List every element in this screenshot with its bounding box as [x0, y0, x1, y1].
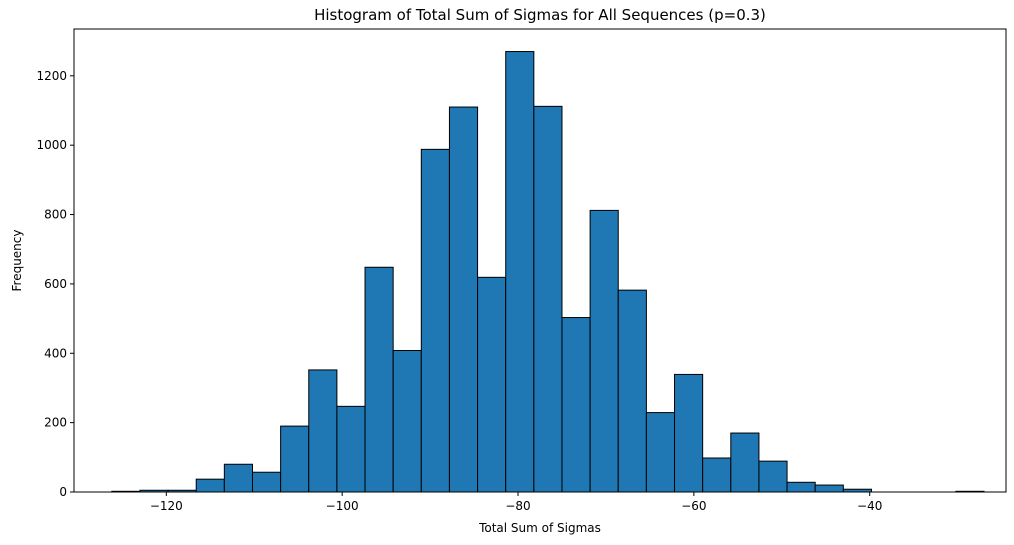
- histogram-bar: [392, 349, 422, 493]
- x-tick-label: −40: [857, 499, 882, 513]
- histogram-bar: [308, 369, 338, 493]
- y-tick-label: 1000: [36, 138, 67, 152]
- histogram-bar: [730, 432, 760, 493]
- y-axis-label: Frequency: [10, 230, 24, 292]
- histogram-bar: [645, 412, 676, 493]
- y-tick-label: 600: [44, 277, 67, 291]
- y-axis-ticks: 0 200 400 600 800 1000 1200: [36, 69, 74, 499]
- x-tick-label: −100: [326, 499, 359, 513]
- histogram-bar: [533, 105, 563, 493]
- histogram-bar: [702, 457, 732, 493]
- histogram-bar: [364, 266, 394, 493]
- histogram-bar: [786, 481, 816, 493]
- x-tick-label: −80: [505, 499, 530, 513]
- histogram-bar: [758, 460, 788, 493]
- y-tick-label: 200: [44, 416, 67, 430]
- histogram-bar: [448, 106, 479, 493]
- histogram-bar: [814, 484, 844, 493]
- histogram-bar: [420, 148, 450, 493]
- histogram-bar: [505, 51, 535, 493]
- histogram-bar: [674, 373, 704, 493]
- x-tick-label: −60: [681, 499, 706, 513]
- y-tick-label: 400: [44, 346, 67, 360]
- histogram-bar: [617, 289, 647, 493]
- histogram-bar: [477, 276, 507, 493]
- histogram-bar: [251, 471, 282, 493]
- bars-group: [111, 51, 985, 493]
- histogram-bar: [336, 405, 366, 493]
- histogram-bar: [589, 209, 619, 493]
- x-axis-label: Total Sum of Sigmas: [478, 521, 601, 535]
- chart-title: Histogram of Total Sum of Sigmas for All…: [314, 6, 766, 24]
- y-tick-label: 800: [44, 208, 67, 222]
- x-tick-label: −120: [150, 499, 183, 513]
- y-tick-label: 0: [59, 485, 67, 499]
- histogram-bar: [561, 317, 591, 493]
- axes-frame: [73, 28, 1007, 493]
- x-axis-ticks: −120 −100 −80 −60 −40: [150, 492, 882, 513]
- histogram-bar: [223, 463, 253, 493]
- histogram-bar: [195, 478, 225, 493]
- y-tick-label: 1200: [36, 69, 67, 83]
- histogram-bar: [280, 425, 310, 493]
